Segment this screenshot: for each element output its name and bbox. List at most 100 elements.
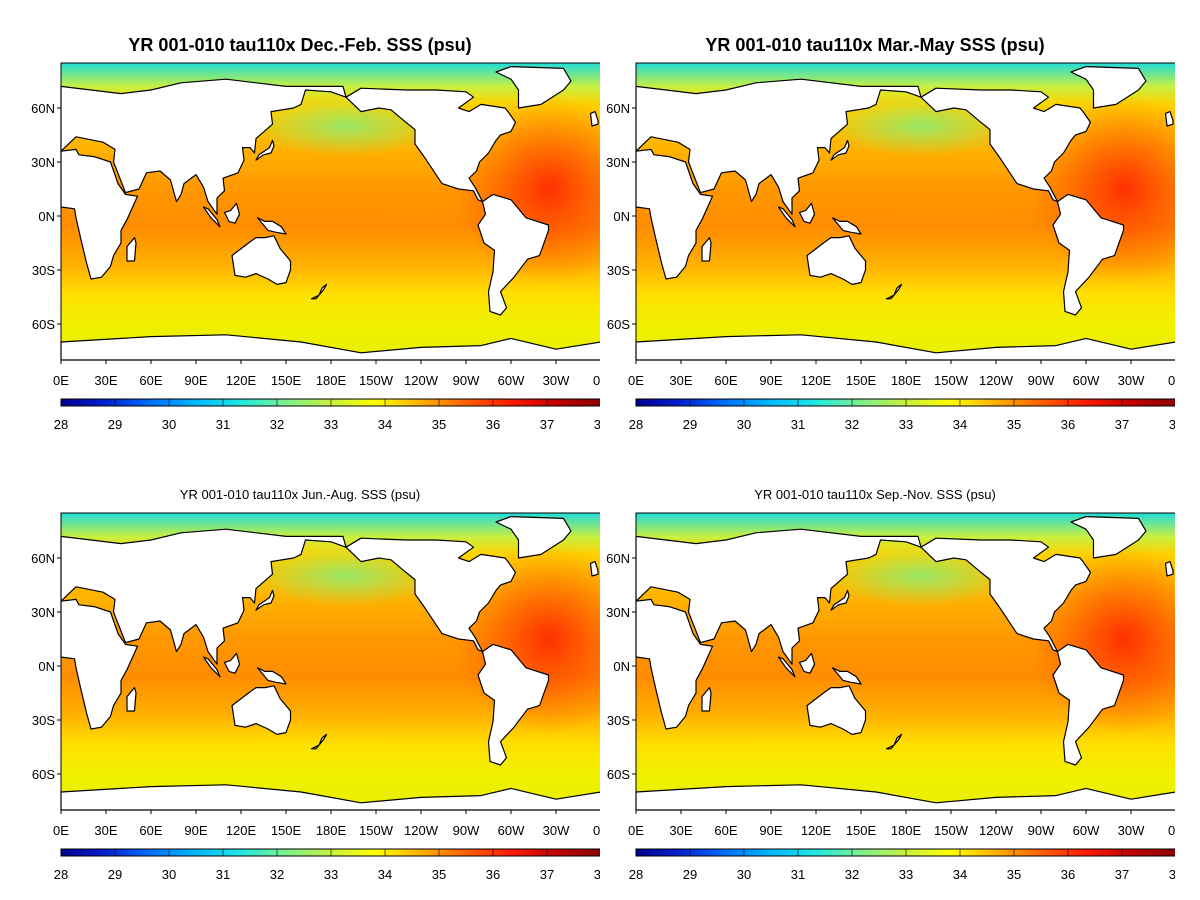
continent-outline (635, 78, 922, 215)
lat-tick-label: 30N (606, 155, 630, 170)
colorbar-tick-label: 30 (162, 867, 176, 882)
lon-tick-label: 60E (139, 823, 162, 838)
lon-tick-label: 60W (1073, 823, 1100, 838)
continent-outline (223, 652, 241, 674)
continent-outline (60, 148, 139, 280)
colorbar-tick-label: 36 (1061, 867, 1075, 882)
colorbar-tick-label: 38 (594, 867, 600, 882)
lon-tick-label: 30W (1118, 373, 1145, 388)
panel-title: YR 001-010 tau110x Dec.-Feb. SSS (psu) (128, 35, 471, 55)
sss-panel-svg: YR 001-010 tau110x Jun.-Aug. SSS (psu) 0E… (31, 487, 600, 882)
lat-tick-label: 0N (613, 659, 630, 674)
continent-outline (345, 537, 517, 653)
colorbar-tick-label: 37 (1115, 867, 1129, 882)
continent-outline (495, 516, 572, 559)
lat-tick-label: 60N (606, 101, 630, 116)
lon-tick-label: 150W (934, 823, 969, 838)
continent-outline (202, 206, 221, 228)
lon-tick-label: 180E (316, 373, 347, 388)
colorbar-tick-label: 31 (791, 417, 805, 432)
continent-outline (202, 656, 221, 678)
colorbar-tick-label: 34 (378, 867, 392, 882)
colorbar-tick-label: 31 (791, 867, 805, 882)
lon-tick-label: 90W (453, 373, 480, 388)
colorbar-tick-label: 28 (629, 417, 643, 432)
continent-outline (310, 733, 328, 750)
colorbar-tick-label: 29 (683, 867, 697, 882)
lon-tick-label: 0E (53, 823, 69, 838)
continent-outline (806, 235, 867, 285)
lat-tick-label: 0N (613, 209, 630, 224)
continent-outline (255, 139, 275, 161)
sss-panel-4: YR 001-010 tau110x Sep.-Nov. SSS (psu) 0E… (575, 450, 1175, 900)
continent-outline (60, 784, 600, 811)
lon-tick-label: 90W (453, 823, 480, 838)
lon-tick-label: 180E (316, 823, 347, 838)
continent-outline (701, 237, 712, 262)
continent-outline (635, 784, 1175, 811)
colorbar-tick-label: 30 (737, 417, 751, 432)
colorbar-tick-label: 36 (486, 417, 500, 432)
colorbar-tick-label: 36 (1061, 417, 1075, 432)
continent-outline (635, 598, 714, 730)
lon-tick-label: 180E (891, 373, 922, 388)
continent-outline (885, 283, 903, 300)
lon-tick-label: 90E (759, 823, 782, 838)
continent-outline (798, 652, 816, 674)
lat-tick-label: 30S (607, 263, 630, 278)
continent-outline (920, 87, 1092, 203)
colorbar-tick-label: 31 (216, 417, 230, 432)
sss-panel-svg: YR 001-010 tau110x Mar.-May SSS (psu) 0E 3… (606, 35, 1175, 432)
lon-tick-label: 0E (628, 823, 644, 838)
lon-tick-label: 90E (759, 373, 782, 388)
land-mask (60, 66, 600, 361)
panel-title: YR 001-010 tau110x Jun.-Aug. SSS (psu) (180, 487, 420, 502)
colorbar-tick-label: 29 (683, 417, 697, 432)
continent-outline (477, 643, 550, 766)
lat-tick-label: 60S (607, 767, 630, 782)
colorbar-tick-label: 28 (54, 867, 68, 882)
continent-outline (345, 87, 517, 203)
continent-outline (1052, 193, 1125, 316)
lon-tick-label: 120E (801, 373, 832, 388)
continent-outline (806, 685, 867, 735)
lat-tick-label: 60N (606, 551, 630, 566)
lon-tick-label: 0E (593, 373, 600, 388)
continent-outline (777, 656, 796, 678)
lon-tick-label: 60E (714, 823, 737, 838)
colorbar-tick-label: 35 (432, 867, 446, 882)
continent-outline (920, 537, 1092, 653)
colorbar (635, 848, 1175, 857)
lat-tick-label: 30N (31, 155, 55, 170)
lat-tick-label: 60N (31, 101, 55, 116)
lon-tick-label: 60W (498, 373, 525, 388)
continent-outline (477, 193, 550, 316)
lon-tick-label: 0E (53, 373, 69, 388)
lon-tick-label: 120W (404, 823, 439, 838)
lon-tick-label: 120W (979, 373, 1014, 388)
continent-outline (231, 235, 292, 285)
lon-tick-label: 150W (359, 373, 394, 388)
lon-tick-label: 150E (846, 823, 877, 838)
lon-tick-label: 90W (1028, 823, 1055, 838)
colorbar-tick-label: 32 (270, 417, 284, 432)
continent-outline (1070, 516, 1147, 559)
continent-outline (495, 66, 572, 109)
continent-outline (60, 528, 347, 665)
lon-tick-label: 150E (271, 373, 302, 388)
colorbar-tick-label: 37 (1115, 417, 1129, 432)
continent-outline (126, 687, 137, 712)
sss-panel-svg: YR 001-010 tau110x Sep.-Nov. SSS (psu) 0E… (606, 487, 1175, 882)
sss-panel-svg: YR 001-010 tau110x Dec.-Feb. SSS (psu) 0E… (31, 35, 600, 432)
colorbar-tick-label: 35 (1007, 867, 1021, 882)
continent-outline (1164, 561, 1174, 577)
lon-tick-label: 0E (1168, 373, 1175, 388)
lon-tick-label: 30E (94, 373, 117, 388)
colorbar-tick-label: 37 (540, 417, 554, 432)
lon-tick-label: 30W (543, 823, 570, 838)
continent-outline (885, 733, 903, 750)
lon-tick-label: 150E (271, 823, 302, 838)
lon-tick-label: 30E (669, 373, 692, 388)
colorbar-tick-label: 30 (162, 417, 176, 432)
colorbar (60, 398, 600, 407)
